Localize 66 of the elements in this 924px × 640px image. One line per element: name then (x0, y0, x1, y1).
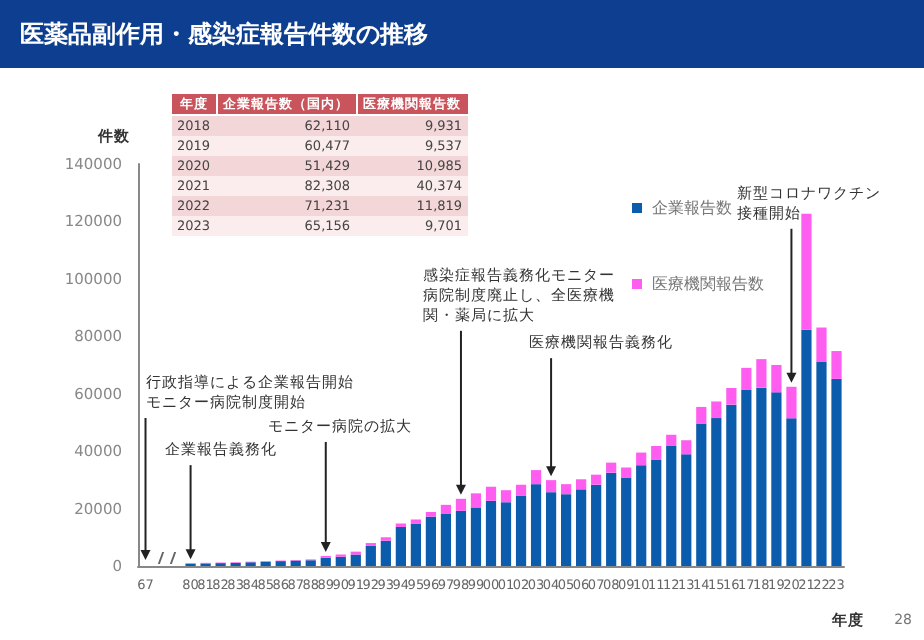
bar (425, 516, 437, 566)
bar (831, 378, 842, 566)
bar (591, 474, 602, 485)
bar (651, 445, 662, 460)
bar (801, 213, 812, 330)
bar (786, 418, 797, 566)
bar (591, 484, 602, 566)
bar (711, 418, 722, 566)
bar (440, 514, 452, 566)
legend-label: 医療機関報告数 (652, 275, 764, 293)
bar (816, 361, 827, 566)
bar (380, 540, 391, 566)
bar (305, 560, 316, 566)
bar (726, 387, 737, 405)
bar (666, 434, 677, 446)
bar (470, 507, 482, 566)
bar (440, 504, 452, 515)
bar (455, 498, 467, 511)
bar (726, 404, 737, 566)
bar (666, 445, 677, 566)
bar (485, 500, 497, 566)
bar (545, 492, 557, 566)
bar (801, 329, 812, 566)
bar (606, 462, 617, 473)
bar (485, 486, 497, 501)
bar (636, 452, 647, 466)
bar (741, 389, 752, 566)
bar (606, 472, 617, 566)
bar (561, 484, 572, 495)
bar (410, 523, 421, 566)
bar (395, 526, 406, 566)
bar (621, 467, 632, 478)
bar (831, 351, 842, 379)
bar (681, 440, 692, 455)
bar (515, 495, 527, 566)
bar (621, 477, 632, 566)
bar (681, 454, 692, 566)
bar (696, 406, 707, 424)
bar (545, 480, 557, 493)
bar (335, 556, 346, 566)
bar (696, 423, 707, 566)
bar (320, 557, 331, 566)
bar (470, 493, 482, 508)
bar (500, 502, 512, 566)
bar (771, 364, 782, 393)
bar (816, 327, 827, 362)
bar (515, 484, 527, 496)
bar (455, 510, 467, 566)
bar (500, 490, 512, 503)
bar (561, 494, 572, 566)
bar (576, 479, 587, 490)
bar (636, 465, 647, 566)
bar (651, 459, 662, 566)
bar (756, 387, 767, 566)
bar (741, 367, 752, 390)
chart-title: 医薬品副作用・感染症報告件数の推移 (0, 0, 924, 68)
bar (350, 554, 361, 566)
bar (786, 386, 797, 419)
bar (711, 401, 722, 419)
bar (771, 392, 782, 566)
bar (756, 359, 767, 388)
legend-label: 企業報告数 (652, 199, 732, 217)
bar (576, 489, 587, 566)
bar (365, 545, 376, 566)
bar (530, 470, 542, 485)
bar (530, 484, 542, 566)
